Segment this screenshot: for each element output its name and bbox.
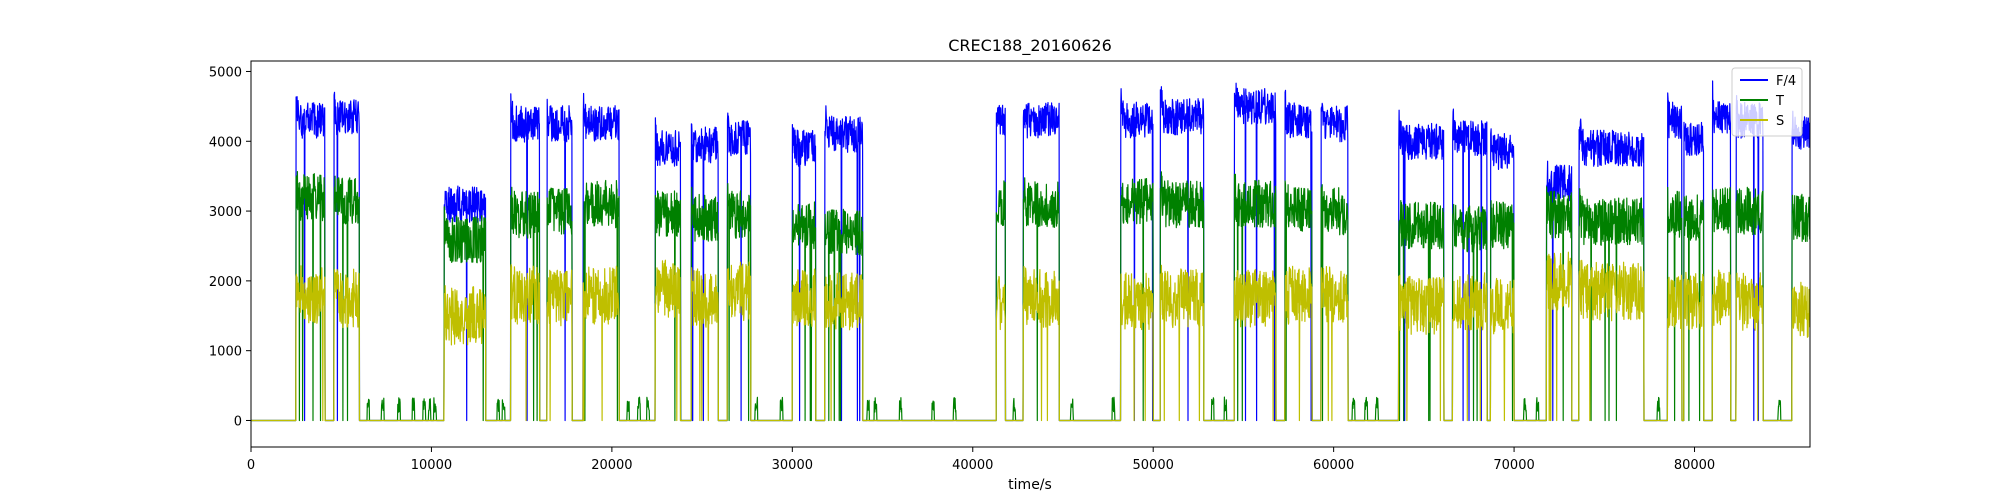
series-layer <box>251 80 1810 422</box>
x-tick-label: 70000 <box>1493 458 1534 473</box>
series-line-s <box>251 251 1810 422</box>
x-tick-label: 20000 <box>591 458 632 473</box>
x-tick-label: 40000 <box>952 458 993 473</box>
x-tick-label: 80000 <box>1674 458 1715 473</box>
legend: F/4 T S <box>1731 67 1803 137</box>
x-tick-label: 30000 <box>772 458 813 473</box>
y-tick-label: 2000 <box>209 275 242 290</box>
x-tick-label: 60000 <box>1313 458 1354 473</box>
series-line-t <box>251 171 1810 422</box>
plot-frame <box>250 60 1811 448</box>
legend-label-t: T <box>1775 94 1784 109</box>
x-axis-label: time/s <box>1008 477 1052 493</box>
legend-label-s: S <box>1776 114 1784 129</box>
x-tick-label: 0 <box>247 458 255 473</box>
chart-title: CREC188_20160626 <box>948 36 1112 56</box>
x-tick-label: 10000 <box>411 458 452 473</box>
y-tick-label: 4000 <box>209 135 242 150</box>
x-axis: 0 10000 20000 30000 40000 50000 60000 70000 8000… <box>247 447 1715 473</box>
y-tick-label: 5000 <box>209 65 242 80</box>
x-tick-label: 50000 <box>1133 458 1174 473</box>
y-tick-label: 3000 <box>209 205 242 220</box>
legend-label-f4: F/4 <box>1776 74 1796 89</box>
y-tick-label: 1000 <box>209 345 242 360</box>
y-axis: 0 1000 2000 3000 4000 5000 <box>209 65 251 429</box>
y-tick-label: 0 <box>234 414 242 429</box>
